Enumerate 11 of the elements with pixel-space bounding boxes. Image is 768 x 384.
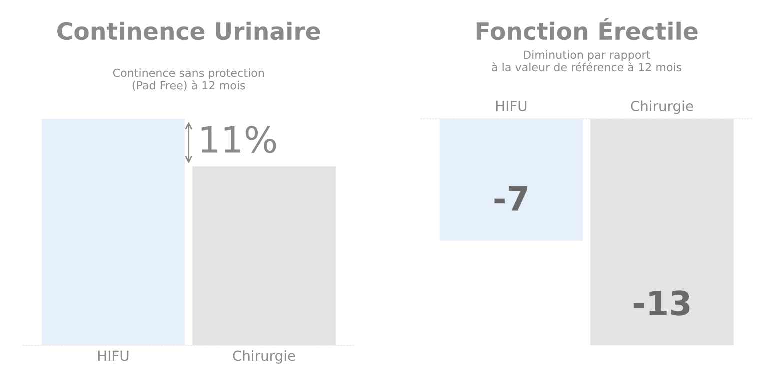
data-label: -7 — [494, 186, 528, 211]
x-tick-label: HIFU — [496, 101, 527, 112]
x-tick-label: HIFU — [98, 350, 129, 362]
x-tick-label: Chirurgie — [233, 350, 296, 364]
chart-subtitle: Continence sans protection (Pad Free) à 12 mois — [113, 68, 264, 92]
chart-title: Fonction Érectile — [476, 18, 698, 40]
chart-title: Continence Urinaire — [58, 22, 320, 40]
x-tick-label: Chirurgie — [631, 100, 694, 114]
annotation: 11% — [202, 126, 276, 154]
data-label: -13 — [634, 290, 690, 316]
chart-subtitle: Diminution par rapport à la valeur de référence à 12 mois — [492, 50, 682, 72]
